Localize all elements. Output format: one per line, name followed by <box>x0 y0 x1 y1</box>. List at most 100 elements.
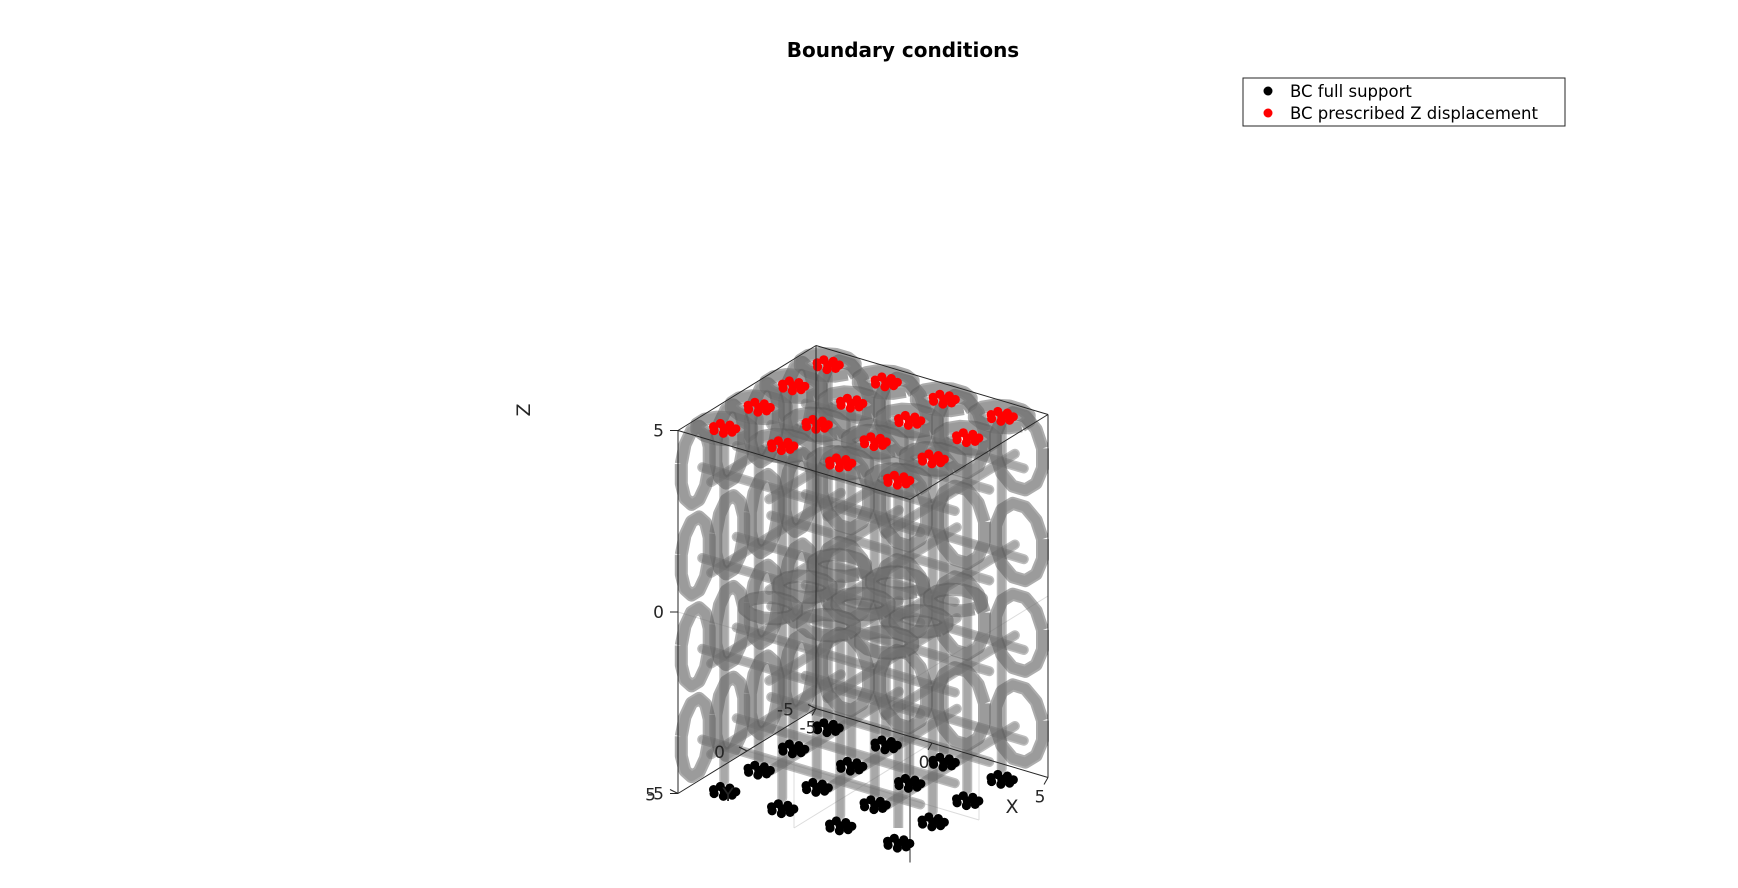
lattice-ring-front-x-edge <box>989 496 1049 588</box>
bc-full-support-point <box>936 821 946 831</box>
bc-prescribed-z-point <box>836 400 846 410</box>
lattice-ring-top-edge <box>864 462 933 499</box>
bc-prescribed-z-point <box>1005 415 1015 425</box>
y-tick-label: -5 <box>777 701 794 721</box>
lattice-ring-front-x-edge <box>931 661 991 752</box>
bc-prescribed-z-point <box>869 441 879 452</box>
lattice-ring-top <box>784 408 849 441</box>
lattice-ring-front-y-edge <box>709 670 751 762</box>
bc-prescribed-z-point <box>936 458 946 468</box>
bc-prescribed-z-point <box>871 379 881 389</box>
bc-full-support-point <box>813 725 823 735</box>
bc-prescribed-z-point <box>762 406 772 416</box>
bc-full-support-point <box>878 803 888 814</box>
lattice-ring-front-y-edge <box>743 558 785 650</box>
lattice-ring-front-y-edge <box>674 601 716 693</box>
z-tick-label: 5 <box>653 422 664 442</box>
lattice-ring-front-y-edge <box>709 398 751 490</box>
lattice-ring-front-x-edge <box>989 587 1049 678</box>
box-edge <box>677 345 817 431</box>
lattice-ring-inner <box>808 550 871 581</box>
bc-full-support-point <box>778 746 788 756</box>
bc-prescribed-z-point <box>834 463 845 473</box>
bc-full-support-point <box>892 843 903 853</box>
lattice-ring-front-x-edge <box>931 479 991 570</box>
lattice-ring-top <box>900 443 965 475</box>
lattice-ring-front-x <box>991 408 1047 495</box>
box-edge <box>677 430 911 500</box>
y-tick <box>807 704 817 709</box>
legend-marker-prescribed-z <box>1263 108 1273 118</box>
bc-prescribed-z-point <box>753 407 763 417</box>
x-axis-label: X <box>1005 796 1018 818</box>
bc-full-support-point <box>1005 778 1015 788</box>
lattice-ring-front-x <box>991 498 1047 586</box>
lattice-ring-top <box>866 464 931 497</box>
y-tick <box>738 746 748 752</box>
lattice-ring-top-edge <box>782 406 851 443</box>
bc-prescribed-z-point <box>744 404 754 414</box>
legend-box <box>1242 77 1566 127</box>
lattice-ring-front-y <box>711 400 749 488</box>
bc-prescribed-z-point <box>727 427 737 437</box>
axis-ticks: -505-505-505 <box>645 422 1049 808</box>
bc-prescribed-z-point <box>947 398 957 408</box>
bc-full-support-point <box>762 769 772 779</box>
bc-prescribed-z-point <box>996 416 1006 426</box>
bc-full-support-point <box>929 759 939 769</box>
lattice-ring-top <box>808 447 873 479</box>
bc-prescribed-z-point <box>796 385 806 395</box>
bc-prescribed-z-point <box>776 445 787 456</box>
bc-prescribed-z-point <box>987 413 997 424</box>
bc-full-support-point <box>744 767 754 777</box>
lattice-ring-inner <box>866 567 929 599</box>
bc-prescribed-z-point <box>938 399 948 409</box>
bc-prescribed-z-point <box>802 421 812 432</box>
x-tick-label: -5 <box>800 719 817 739</box>
bc-full-support-point <box>987 776 997 787</box>
bc-prescribed-z-point <box>903 420 914 430</box>
lattice-ring-inner-edge <box>922 582 989 618</box>
z-tick-label: 0 <box>653 603 664 623</box>
lattice-ring-front-y-edge <box>778 628 820 720</box>
lattice-ring-front-x-edge <box>989 406 1049 497</box>
lattice-ring-front-y-edge <box>709 489 751 581</box>
lattice-ring-front-y <box>745 469 783 558</box>
lattice-ring-inner-edge <box>864 565 931 601</box>
legend-marker-full-support <box>1263 86 1273 96</box>
x-tick <box>811 708 817 716</box>
bc-prescribed-z-point <box>889 381 899 391</box>
bc-full-support-point <box>831 726 841 737</box>
bc-prescribed-z-point <box>894 417 904 428</box>
lattice-ring-inner <box>797 609 860 641</box>
lattice-ring-front-y-edge <box>743 377 785 469</box>
bc-full-support-point <box>753 770 763 780</box>
bc-full-support-point <box>843 825 853 835</box>
bc-full-support-point <box>834 826 845 836</box>
x-tick-label: 5 <box>1035 788 1046 808</box>
bc-full-support-point <box>727 790 737 800</box>
bc-prescribed-z-point <box>929 396 939 406</box>
bc-full-support-point <box>709 788 719 799</box>
lattice-ring-inner-edge <box>830 586 896 622</box>
bc-prescribed-z-point <box>912 419 922 429</box>
bc-prescribed-z-point <box>952 435 962 445</box>
lattice-ring-front-y <box>780 630 818 718</box>
bc-full-support-point <box>996 779 1006 789</box>
bc-full-support-point <box>811 787 821 797</box>
y-tick-label: 5 <box>645 786 656 806</box>
bc-full-support-point <box>718 791 729 801</box>
lattice-ring-front-y <box>676 693 714 782</box>
legend-label-full-support: BC full support <box>1290 82 1412 101</box>
lattice-ring-front-y <box>711 491 749 579</box>
bc-prescribed-z-point <box>961 437 972 448</box>
bc-markers <box>709 355 1018 853</box>
x-tick <box>927 742 933 751</box>
lattice-ring-front-y <box>676 421 714 509</box>
bc-full-support-point <box>820 786 830 796</box>
bc-full-support-point <box>776 808 787 819</box>
lattice-ring-inner-edge <box>737 590 804 626</box>
bc-full-support-point <box>901 842 911 852</box>
legend[interactable]: BC full support BC prescribed Z displace… <box>1242 77 1566 127</box>
x-tick <box>1043 777 1049 785</box>
